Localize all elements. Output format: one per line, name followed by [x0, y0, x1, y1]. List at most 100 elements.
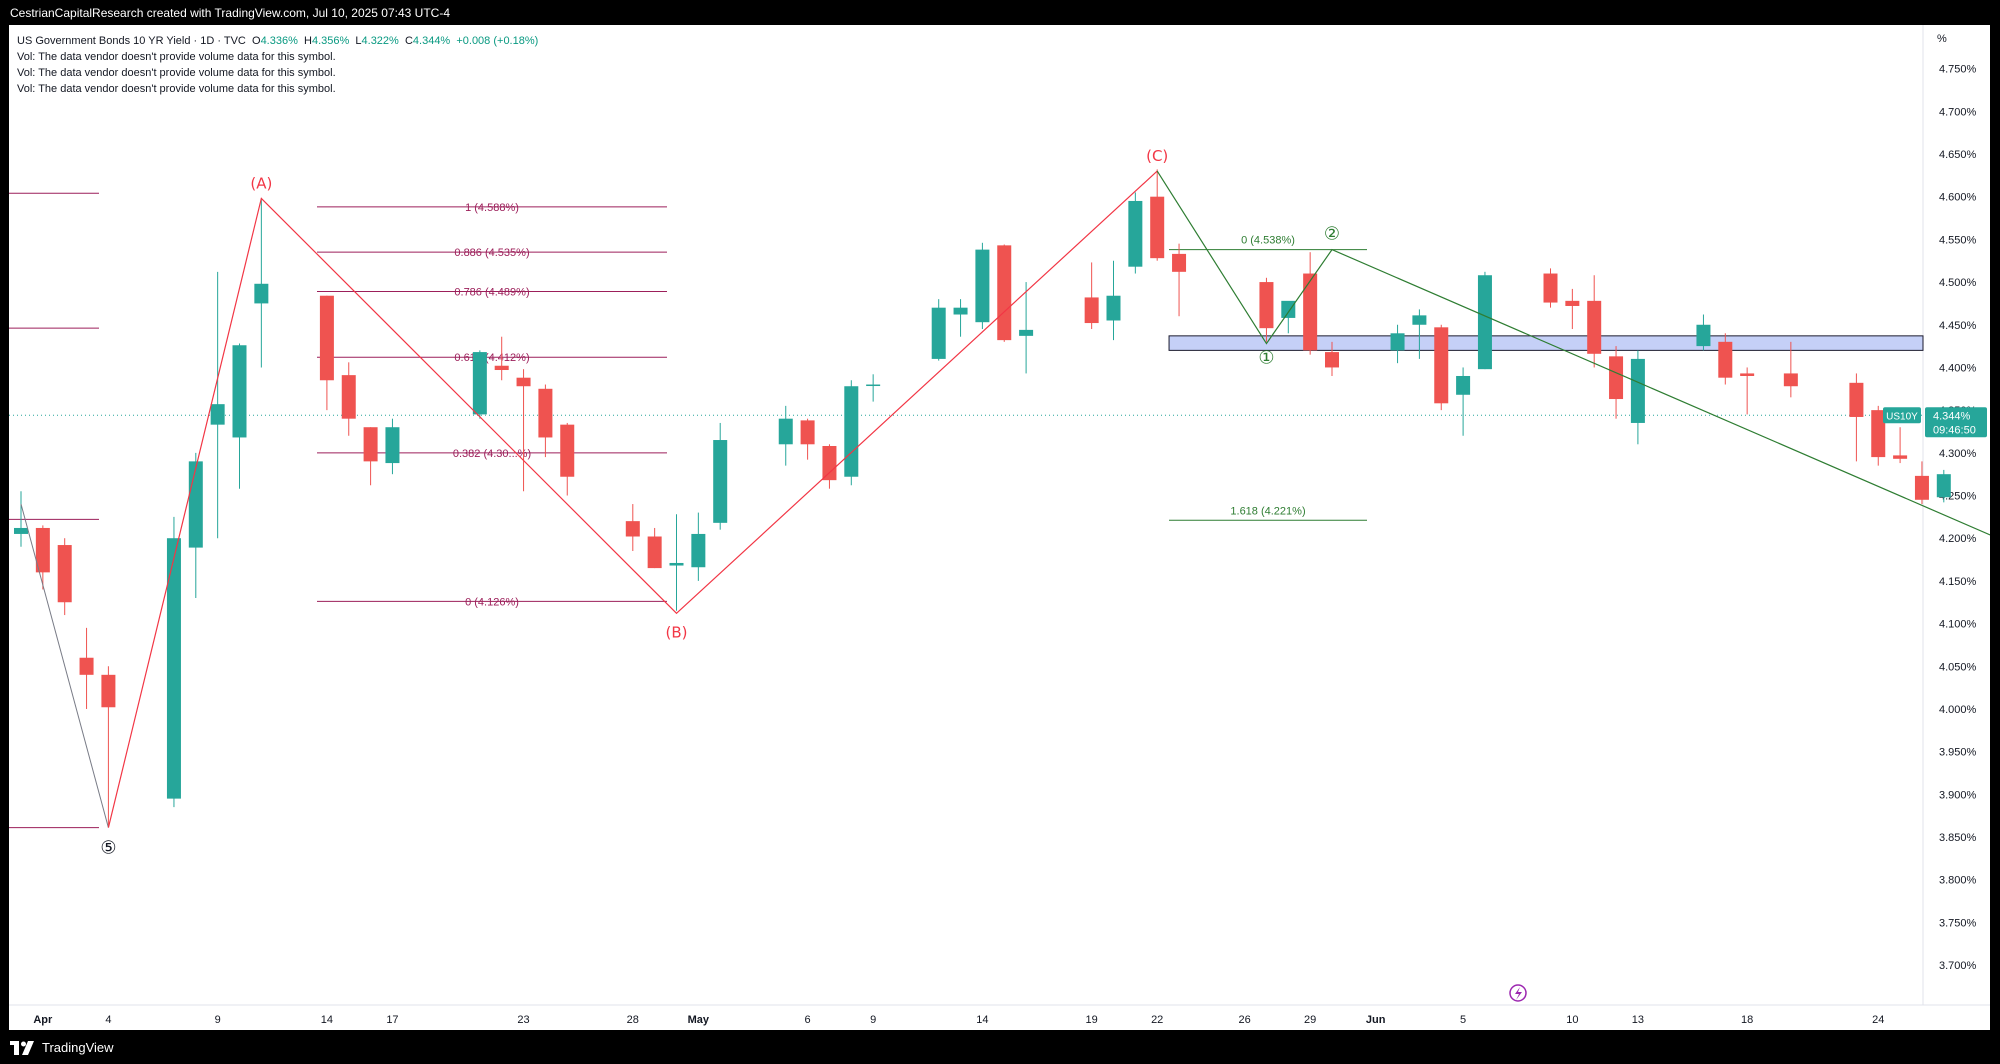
candle: [560, 422, 575, 496]
y-tick-label: 4.450%: [1939, 320, 1977, 332]
resistance-zone: [1168, 335, 1924, 351]
footer-bar: TradingView: [10, 1036, 114, 1060]
candle: [975, 242, 990, 330]
y-tick-label: 3.950%: [1939, 747, 1977, 759]
x-tick-label: 19: [1086, 1014, 1098, 1026]
candle: [1303, 252, 1318, 355]
candle: [1630, 350, 1645, 445]
candle: [822, 444, 837, 489]
candle: [538, 384, 553, 458]
candle: [1084, 262, 1099, 330]
candle: [1696, 314, 1711, 351]
candle: [1587, 275, 1602, 368]
impulse-wave-line: [1156, 170, 1990, 536]
x-tick-label: May: [688, 1014, 710, 1026]
close-value: 4.344%: [412, 35, 451, 47]
candle-body: [1084, 297, 1099, 324]
y-tick-label: 4.150%: [1939, 576, 1977, 588]
candle: [232, 343, 247, 489]
candle: [1565, 288, 1580, 330]
candle-body: [866, 384, 881, 387]
candle-body: [1587, 300, 1602, 354]
x-tick-label: 18: [1741, 1014, 1753, 1026]
fib-level-label: 0.618 (4.412%): [454, 352, 529, 364]
candle: [1390, 324, 1405, 364]
candle-body: [1543, 273, 1558, 303]
candle-body: [647, 536, 662, 569]
fib-level-label: 0.786 (4.489%): [454, 286, 529, 298]
candle: [1019, 282, 1034, 374]
candle-body: [14, 527, 28, 534]
candle: [1172, 243, 1187, 317]
x-tick-label: 4: [105, 1014, 111, 1026]
candle-body: [363, 427, 378, 462]
y-tick-label: 4.600%: [1939, 192, 1977, 204]
candle-body: [1128, 200, 1143, 267]
candle: [1914, 461, 1929, 505]
candle-body: [79, 657, 94, 675]
candle-body: [625, 521, 640, 537]
abc-wave-label: (A): [250, 174, 272, 192]
candle: [14, 491, 28, 547]
chart-pane[interactable]: 4.750% 4.700% 4.650% 4.600% 4.550% 4.500% 4.45…: [9, 25, 1990, 1030]
candle-body: [210, 404, 225, 425]
candle-body: [1565, 300, 1580, 306]
candle: [691, 512, 706, 581]
low-value: 4.322%: [361, 35, 399, 47]
candle-body: [1412, 315, 1427, 325]
candle: [997, 244, 1012, 342]
impulse-wave-label: ①: [1258, 348, 1274, 369]
x-tick-label: 23: [517, 1014, 529, 1026]
volume-note: Vol: The data vendor doesn't provide vol…: [17, 67, 336, 79]
candle-body: [1849, 382, 1864, 417]
candle-body: [953, 307, 968, 315]
candle: [866, 374, 881, 402]
candle: [800, 418, 815, 460]
candle-body: [778, 418, 793, 445]
candle-body: [1281, 300, 1296, 318]
last-price-value: 4.344%: [1933, 410, 1971, 422]
symbol-badge-label: US10Y: [1886, 411, 1918, 422]
fib-level-label: 0 (4.126%): [465, 596, 519, 608]
candle: [1128, 192, 1143, 274]
y-tick-label: 3.800%: [1939, 875, 1977, 887]
abc-wave-label: (B): [666, 623, 688, 641]
x-tick-label: 9: [215, 1014, 221, 1026]
candle-body: [713, 440, 728, 523]
candle-body: [516, 377, 531, 387]
candle-body: [1718, 341, 1733, 378]
candle-body: [691, 533, 706, 568]
x-tick-label: 6: [805, 1014, 811, 1026]
open-value: 4.336%: [260, 35, 298, 47]
candle-body: [1696, 324, 1711, 347]
candle-body: [1609, 356, 1624, 400]
candle: [494, 336, 509, 381]
footer-brand: TradingView: [42, 1040, 114, 1055]
x-tick-label: 17: [386, 1014, 398, 1026]
candle-body: [1477, 275, 1492, 370]
candle-body: [560, 424, 575, 477]
candle-body: [1740, 373, 1755, 376]
candle: [669, 514, 684, 611]
candle-body: [341, 375, 356, 419]
candle: [1106, 260, 1121, 341]
close-label: C: [404, 35, 413, 47]
x-tick-label: Jun: [1366, 1014, 1386, 1026]
volume-note: Vol: The data vendor doesn't provide vol…: [17, 51, 336, 63]
prior-wave-line: [20, 503, 109, 828]
candle: [1783, 341, 1798, 398]
candle: [210, 271, 225, 539]
candle: [1477, 271, 1492, 370]
y-tick-label: 3.850%: [1939, 832, 1977, 844]
x-tick-label: 13: [1632, 1014, 1644, 1026]
price-chart-svg[interactable]: 4.750% 4.700% 4.650% 4.600% 4.550% 4.500% 4.45…: [9, 25, 1990, 1030]
candle-body: [494, 365, 509, 371]
candle: [1456, 367, 1471, 436]
candle: [1936, 469, 1951, 503]
last-price-badge: [1925, 407, 1987, 438]
candle: [79, 627, 94, 709]
candle-body: [1914, 475, 1929, 500]
attribution-bar: CestrianCapitalResearch created with Tra…: [10, 0, 450, 26]
symbol-title[interactable]: US Government Bonds 10 YR Yield · 1D · T…: [17, 35, 246, 47]
candle: [1849, 373, 1864, 462]
